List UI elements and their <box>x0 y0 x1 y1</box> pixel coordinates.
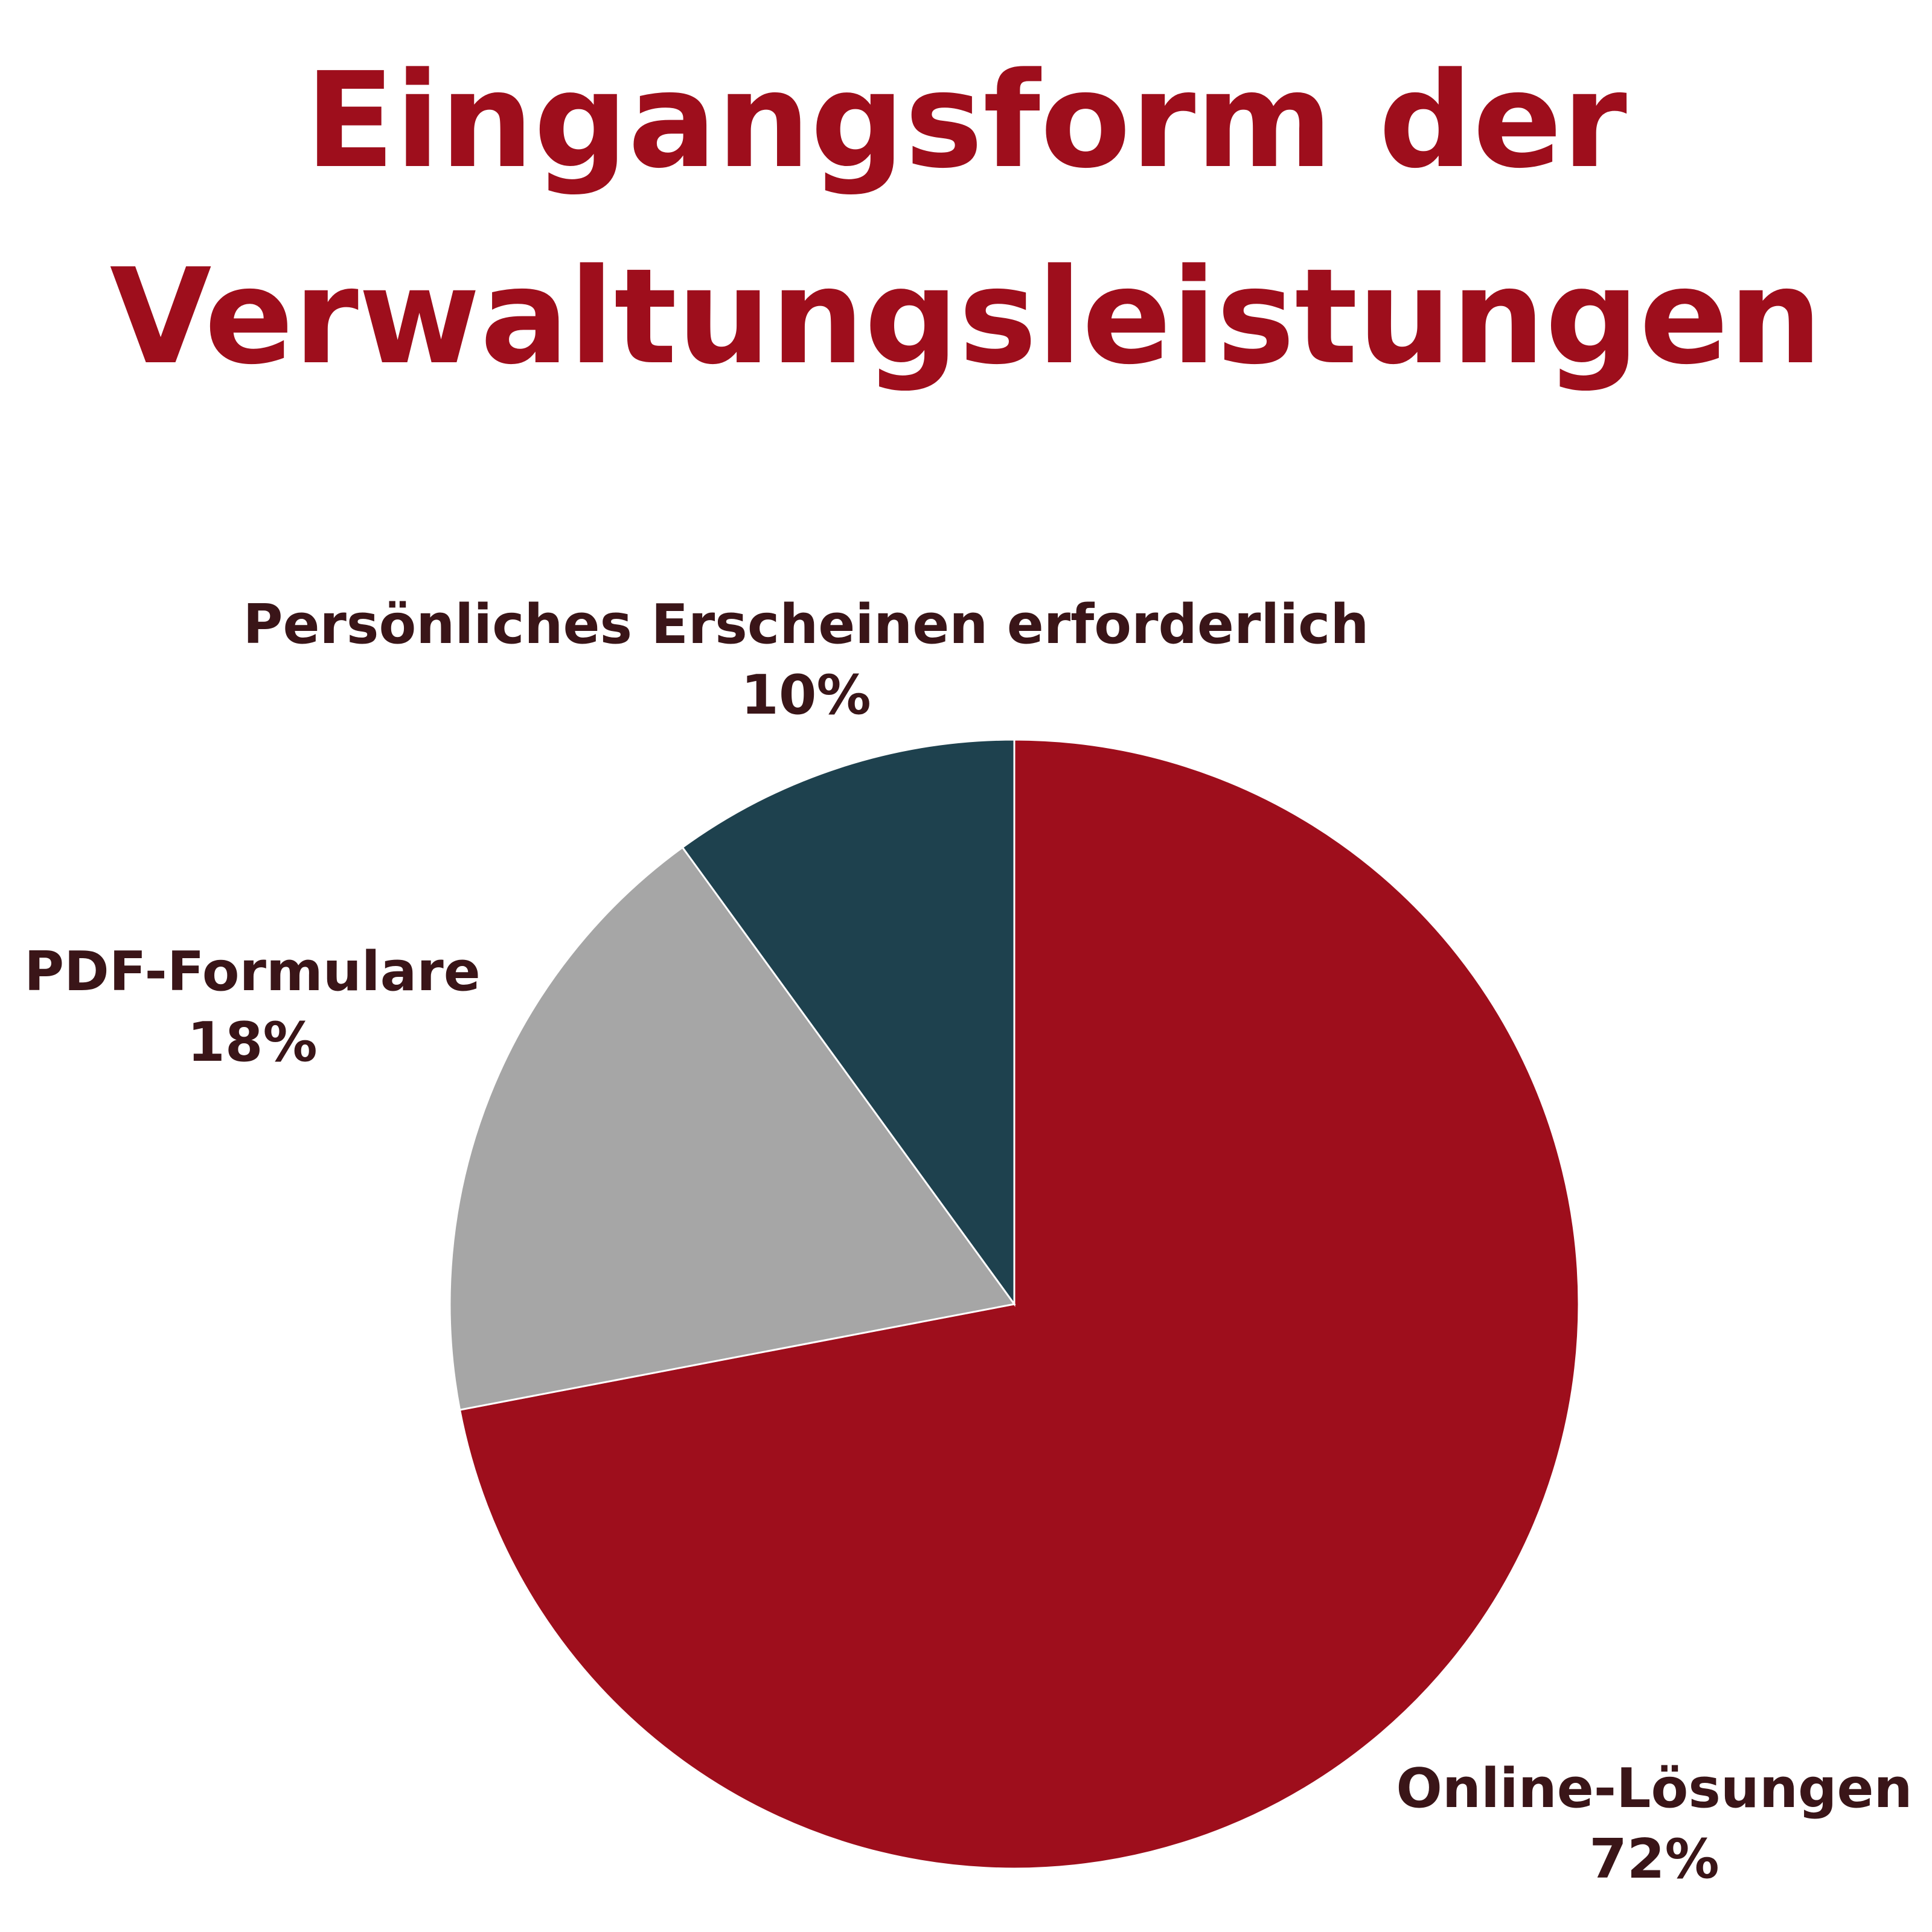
label-value-pdf-formulare: 18% <box>187 1011 317 1074</box>
pie-slice-online-loesungen <box>458 738 1580 1870</box>
label-name-online-loesungen: Online-Lösungen <box>1396 1757 1912 1820</box>
data-label-online-loesungen: Online-Lösungen 72% <box>1396 1757 1912 1891</box>
pie-slice-pdf-formulare <box>449 846 1016 1411</box>
chart-title: Eingangsform der Verwaltungsleistungen <box>110 45 1823 394</box>
pie-slice-persoenliches-erscheinen <box>681 738 1016 1307</box>
label-value-online-loesungen: 72% <box>1589 1828 1719 1891</box>
data-label-persoenliches-erscheinen: Persönliches Erscheinen erforderlich 10% <box>243 593 1369 727</box>
pie-slices <box>449 738 1580 1870</box>
label-value-persoenliches-erscheinen: 10% <box>741 664 871 727</box>
data-label-pdf-formulare: PDF-Formulare 18% <box>24 940 481 1074</box>
label-name-pdf-formulare: PDF-Formulare <box>24 940 481 1003</box>
label-name-persoenliches-erscheinen: Persönliches Erscheinen erforderlich <box>243 593 1369 656</box>
chart-title-line-2: Verwaltungsleistungen <box>110 241 1823 394</box>
chart-title-line-1: Eingangsform der <box>305 45 1627 197</box>
